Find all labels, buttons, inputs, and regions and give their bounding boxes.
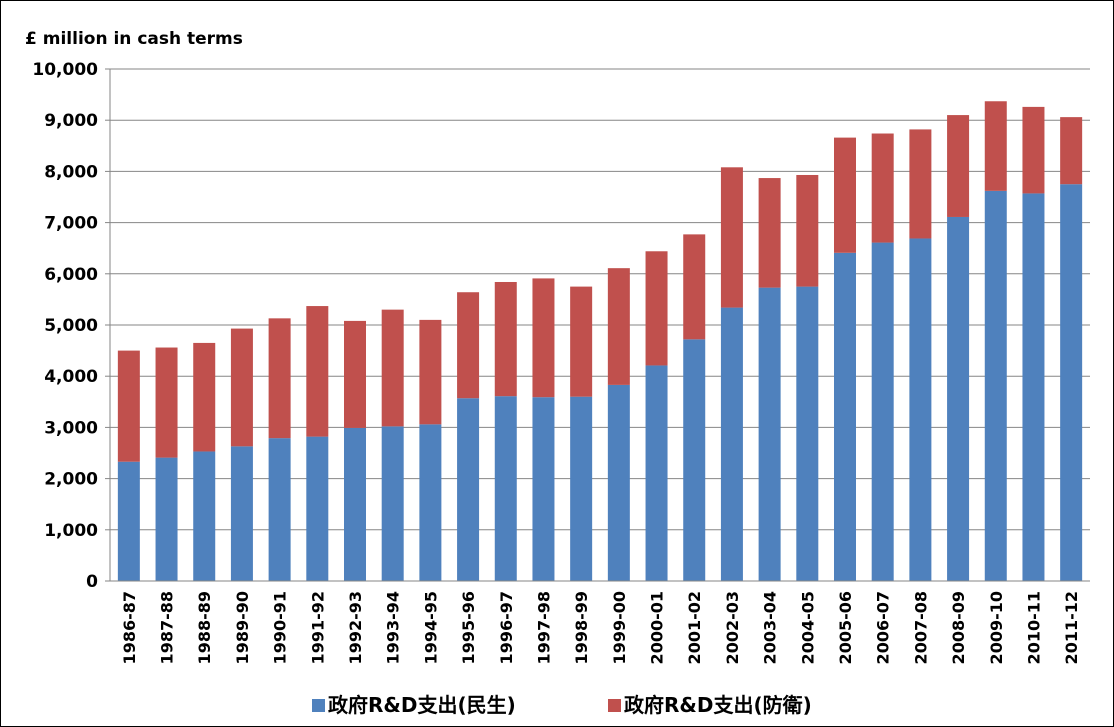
bar-segment — [683, 234, 706, 340]
bar-segment — [607, 268, 630, 385]
bar-segment — [909, 129, 932, 239]
bar-segment — [230, 328, 253, 447]
bar-segment — [984, 190, 1007, 581]
x-tick-label: 1993-94 — [384, 591, 403, 664]
bar-segment — [306, 436, 329, 581]
y-tick-label: 1,000 — [44, 521, 98, 541]
x-tick-label: 2006-07 — [874, 591, 893, 664]
legend-marker — [608, 699, 621, 712]
bar-segment — [532, 397, 555, 581]
bar-segment — [683, 339, 706, 581]
x-tick-label: 2010-11 — [1024, 591, 1043, 664]
bar-segment — [1060, 184, 1083, 581]
bar-segment — [720, 307, 743, 581]
legend-marker — [312, 699, 325, 712]
bar-segment — [796, 286, 819, 581]
x-tick-label: 1997-98 — [534, 591, 553, 664]
bar-segment — [834, 137, 856, 253]
bar-segment — [494, 396, 517, 581]
x-tick-label: 1987-88 — [158, 591, 177, 664]
bar-segment — [984, 101, 1007, 191]
bar-segment — [947, 115, 970, 217]
y-axis-label: £ million in cash terms — [25, 29, 243, 49]
bar-segment — [607, 384, 630, 581]
bar-segment — [834, 252, 856, 582]
bar-segment — [155, 347, 178, 458]
bar-segment — [1022, 193, 1045, 581]
x-tick-label: 1996-97 — [497, 591, 516, 664]
bar-segment — [117, 461, 140, 581]
bar-segment — [344, 320, 366, 428]
bar-segment — [457, 398, 480, 581]
bar-segment — [306, 306, 329, 437]
y-tick-label: 9,000 — [44, 111, 98, 131]
y-tick-label: 7,000 — [44, 214, 98, 234]
y-tick-label: 4,000 — [44, 367, 98, 387]
y-tick-label: 2,000 — [44, 470, 98, 490]
legend-label: 政府R&D支出(防衛) — [624, 693, 812, 717]
bar-segment — [268, 438, 291, 581]
bar-segment — [720, 167, 743, 308]
x-tick-label: 2005-06 — [836, 591, 855, 664]
bar-segment — [193, 342, 216, 452]
bar-segment — [117, 350, 140, 462]
x-tick-label: 2003-04 — [761, 591, 780, 664]
bar-segment — [494, 281, 517, 397]
bar-segment — [230, 446, 253, 581]
x-tick-label: 2009-10 — [987, 591, 1006, 664]
y-tick-label: 6,000 — [44, 265, 98, 285]
x-tick-label: 1998-99 — [572, 591, 591, 664]
x-tick-label: 1991-92 — [308, 591, 327, 664]
bar-segment — [570, 396, 593, 581]
bar-segment — [268, 318, 291, 439]
y-tick-label: 5,000 — [44, 316, 98, 336]
y-tick-label: 8,000 — [44, 162, 98, 182]
x-tick-label: 1994-95 — [421, 591, 440, 664]
bar-segment — [909, 238, 932, 582]
bar-segment — [758, 178, 781, 288]
y-tick-label: 3,000 — [44, 418, 98, 438]
x-tick-label: 2004-05 — [798, 591, 817, 664]
bar-segment — [1060, 117, 1083, 185]
bar-segment — [871, 133, 894, 243]
x-tick-label: 1988-89 — [195, 591, 214, 664]
bar-segment — [457, 292, 480, 399]
x-tick-label: 1995-96 — [459, 591, 478, 664]
bar-segment — [155, 457, 178, 581]
x-tick-label: 1989-90 — [233, 591, 252, 664]
bar-segment — [419, 319, 442, 425]
x-tick-label: 1992-93 — [346, 591, 365, 664]
legend-label: 政府R&D支出(民生) — [328, 693, 516, 717]
bar-segment — [193, 451, 216, 581]
bar-segment — [381, 309, 404, 427]
y-tick-label: 0 — [86, 572, 98, 592]
bar-segment — [1022, 106, 1045, 194]
bar-segment — [419, 424, 442, 581]
y-tick-label: 10,000 — [32, 60, 98, 80]
x-tick-label: 1990-91 — [271, 591, 290, 664]
bar-segment — [796, 174, 819, 287]
bar-segment — [532, 278, 555, 398]
bar-segment — [344, 427, 366, 581]
x-tick-label: 2011-12 — [1062, 591, 1081, 664]
bar-segment — [947, 216, 970, 581]
x-tick-label: 2001-02 — [685, 591, 704, 664]
bar-segment — [570, 286, 593, 397]
bar-segment — [381, 426, 404, 581]
bar-segment — [645, 251, 668, 366]
bar-segment — [645, 365, 668, 581]
bar-segment — [758, 287, 781, 581]
bar-segment — [871, 242, 894, 581]
x-tick-label: 2007-08 — [911, 591, 930, 664]
x-tick-label: 1999-00 — [610, 591, 629, 664]
x-tick-label: 1986-87 — [120, 591, 139, 664]
x-tick-label: 2008-09 — [949, 591, 968, 664]
x-tick-label: 2000-01 — [648, 591, 667, 664]
x-tick-label: 2002-03 — [723, 591, 742, 664]
